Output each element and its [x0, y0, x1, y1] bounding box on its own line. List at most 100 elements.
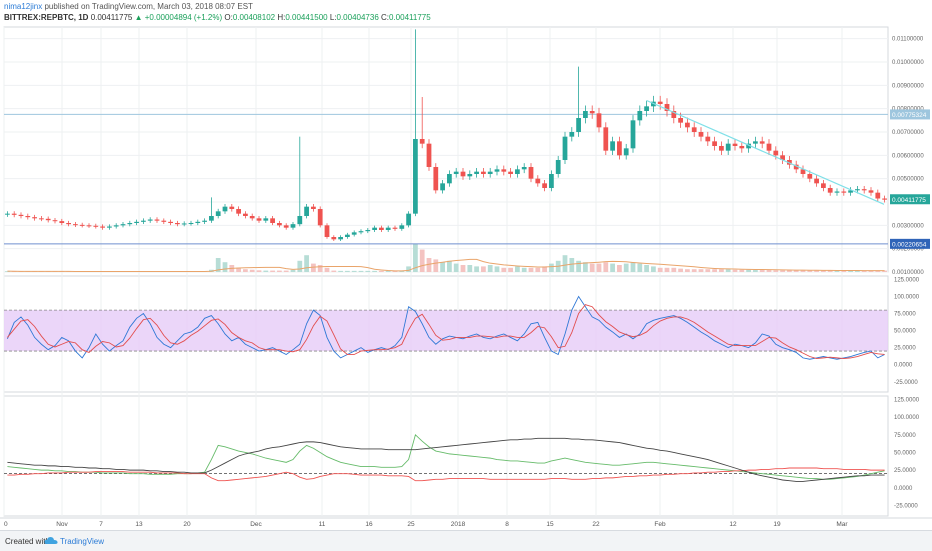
- candle-body: [107, 226, 112, 228]
- candle-body: [773, 150, 779, 156]
- volume-bar: [311, 263, 316, 272]
- volume-bar: [596, 263, 602, 272]
- volume-bar: [338, 270, 343, 272]
- candle-body: [324, 225, 330, 237]
- volume-bar: [215, 258, 221, 272]
- candle-body: [236, 209, 241, 214]
- author-link[interactable]: nima12jinx: [4, 2, 43, 11]
- chart-canvas[interactable]: 0.011000000.010000000.009000000.00800000…: [0, 0, 932, 530]
- volume-bar: [345, 270, 350, 272]
- candle-body: [508, 171, 513, 174]
- candle-body: [644, 106, 649, 111]
- high-label: H:: [277, 13, 286, 22]
- volume-bar: [351, 270, 357, 272]
- candle-body: [555, 160, 561, 174]
- candle-body: [685, 122, 690, 128]
- volume-bar: [800, 270, 806, 272]
- candle-body: [263, 218, 269, 221]
- candle-body: [134, 221, 139, 223]
- x-tick-label: 19: [773, 521, 781, 528]
- candle-body: [807, 174, 813, 179]
- candle-body: [181, 223, 187, 225]
- candle-body: [93, 225, 99, 227]
- volume-bar: [419, 249, 425, 272]
- candle-body: [657, 101, 663, 104]
- candle-body: [535, 178, 541, 184]
- x-tick-label: 2018: [451, 521, 466, 528]
- footer-bar: Created with TradingView: [0, 530, 932, 551]
- candle-body: [433, 167, 439, 191]
- volume-bar: [487, 265, 493, 272]
- volume-bar: [882, 270, 887, 272]
- candle-body: [569, 132, 575, 137]
- candle-body: [317, 209, 323, 226]
- volume-bar: [562, 255, 568, 272]
- candle-body: [270, 218, 275, 223]
- candle-body: [705, 136, 711, 142]
- candle-body: [399, 225, 405, 229]
- volume-bar: [719, 269, 724, 272]
- symbol-name: BITTREX:REPBTC, 1D: [4, 13, 89, 22]
- candle-body: [453, 171, 459, 174]
- volume-bar: [515, 266, 520, 272]
- candle-body: [780, 155, 785, 160]
- candle-body: [100, 226, 105, 228]
- volume-bar: [657, 267, 663, 272]
- volume-bar: [467, 265, 473, 272]
- x-tick-label: Feb: [654, 521, 666, 528]
- candle-body: [610, 141, 615, 151]
- volume-bar: [827, 270, 833, 272]
- x-tick-label: 22: [592, 521, 600, 528]
- candle-body: [800, 169, 806, 174]
- candle-body: [623, 148, 629, 156]
- volume-bar: [542, 266, 547, 272]
- candle-body: [841, 191, 847, 193]
- volume-bar: [426, 258, 432, 272]
- stoch-tick-label: 75.0000: [894, 312, 916, 318]
- price-label-box: [890, 238, 930, 249]
- candle-body: [487, 171, 493, 174]
- candle-body: [501, 169, 507, 172]
- candle-body: [73, 224, 78, 226]
- candle-body: [161, 220, 167, 222]
- candle-body: [141, 220, 146, 222]
- x-tick-label: 20: [183, 521, 191, 528]
- stoch-d-line: [7, 304, 885, 360]
- candle-body: [120, 224, 126, 226]
- candle-body: [712, 141, 717, 146]
- volume-bar: [746, 269, 751, 272]
- stoch-k-line: [6, 295, 885, 360]
- volume-bar: [249, 269, 255, 272]
- volume-bar: [440, 262, 445, 272]
- volume-bar: [290, 269, 296, 272]
- candle-body: [66, 223, 71, 225]
- candle-body: [617, 141, 622, 156]
- candle-body: [664, 104, 670, 111]
- price-label-text: 0.00411775: [892, 197, 926, 204]
- x-tick-label: 12: [729, 521, 737, 528]
- candle-body: [32, 217, 37, 219]
- tradingview-brand[interactable]: TradingView: [60, 537, 105, 546]
- volume-bar: [236, 267, 241, 272]
- candle-body: [5, 213, 10, 215]
- candle-body: [521, 167, 527, 170]
- candle-body: [188, 223, 194, 224]
- x-tick-label: Nov: [56, 521, 68, 528]
- candle-body: [875, 192, 881, 199]
- candle-body: [413, 139, 418, 214]
- volume-bar: [508, 267, 513, 272]
- candle-body: [671, 111, 677, 118]
- volume-bar: [685, 269, 690, 272]
- volume-bar: [753, 270, 758, 272]
- adx-line: [7, 437, 885, 482]
- volume-bar: [413, 244, 418, 272]
- panel-frame-1: [3, 26, 889, 273]
- candle-body: [283, 225, 289, 228]
- volume-bar: [358, 270, 364, 272]
- candle-body: [474, 171, 479, 174]
- volume-bar: [243, 269, 248, 272]
- di-minus-line: [7, 467, 885, 482]
- volume-bar: [637, 263, 643, 272]
- x-tick-label: 7: [99, 521, 103, 528]
- candle-body: [637, 111, 643, 121]
